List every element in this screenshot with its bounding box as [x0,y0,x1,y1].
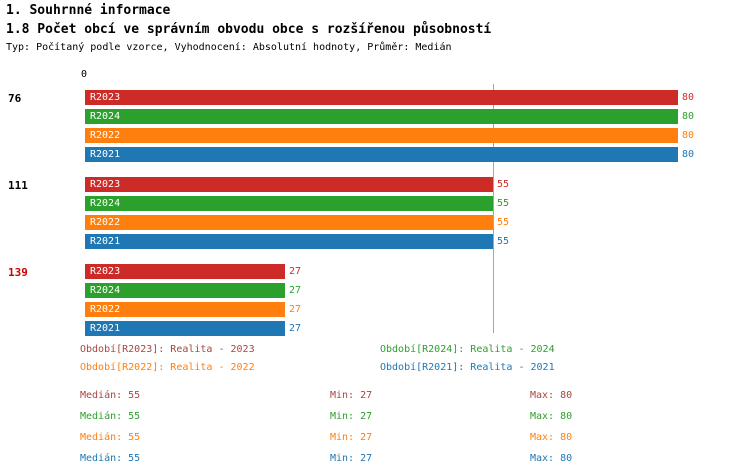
bar-r2024: R2024 [85,196,493,211]
bar-r2023: R2023 [85,90,678,105]
stat-median-r2024: Medián: 55 [80,411,141,422]
legend-item-r2024: Období[R2024]: Realita - 2024 [380,344,555,355]
stat-max-r2024: Max: 80 [530,411,573,422]
bar-series-label: R2022 [90,130,121,141]
bar-r2022: R2022 [85,215,493,230]
stat-max-r2022: Max: 80 [530,432,573,443]
bar-series-label: R2023 [90,92,121,103]
stat-max-r2023: Max: 80 [530,390,573,401]
bar-series-label: R2024 [90,198,121,209]
bar-r2022: R2022 [85,128,678,143]
legend-item-r2022: Období[R2022]: Realita - 2022 [80,362,255,373]
bar-r2023: R2023 [85,264,285,279]
bar-series-label: R2021 [90,323,121,334]
bar-r2021: R2021 [85,234,493,249]
stat-min-r2022: Min: 27 [330,432,373,443]
bar-r2022: R2022 [85,302,285,317]
bar-series-label: R2024 [90,285,121,296]
bar-r2021: R2021 [85,147,678,162]
bar-value-label: 27 [289,285,302,296]
legend-item-r2021: Období[R2021]: Realita - 2021 [380,362,555,373]
median-line [493,84,494,333]
bar-r2021: R2021 [85,321,285,336]
bar-series-label: R2021 [90,236,121,247]
stat-max-r2021: Max: 80 [530,453,573,464]
stat-min-r2023: Min: 27 [330,390,373,401]
bar-value-label: 80 [682,92,695,103]
stat-min-r2021: Min: 27 [330,453,373,464]
bar-r2023: R2023 [85,177,493,192]
bar-value-label: 55 [497,236,510,247]
bar-series-label: R2024 [90,111,121,122]
page-title: 1. Souhrnné informace [6,3,171,18]
bar-value-label: 55 [497,179,510,190]
bar-value-label: 27 [289,323,302,334]
bar-value-label: 27 [289,266,302,277]
bar-value-label: 27 [289,304,302,315]
legend-item-r2023: Období[R2023]: Realita - 2023 [80,344,255,355]
bar-value-label: 55 [497,198,510,209]
group-label: 111 [8,179,28,192]
bar-series-label: R2021 [90,149,121,160]
group-label: 76 [8,92,22,105]
chart-meta: Typ: Počítaný podle vzorce, Vyhodnocení:… [6,42,452,53]
stat-median-r2023: Medián: 55 [80,390,141,401]
bar-value-label: 80 [682,149,695,160]
stat-min-r2024: Min: 27 [330,411,373,422]
stat-median-r2021: Medián: 55 [80,453,141,464]
bar-series-label: R2022 [90,217,121,228]
group-label: 139 [8,266,28,279]
bar-series-label: R2023 [90,266,121,277]
bar-value-label: 55 [497,217,510,228]
bar-r2024: R2024 [85,109,678,124]
bar-r2024: R2024 [85,283,285,298]
chart-title: 1.8 Počet obcí ve správním obvodu obce s… [6,22,492,37]
axis-zero-label: 0 [81,69,88,80]
bar-value-label: 80 [682,111,695,122]
bar-value-label: 80 [682,130,695,141]
stat-median-r2022: Medián: 55 [80,432,141,443]
bar-series-label: R2023 [90,179,121,190]
bar-series-label: R2022 [90,304,121,315]
